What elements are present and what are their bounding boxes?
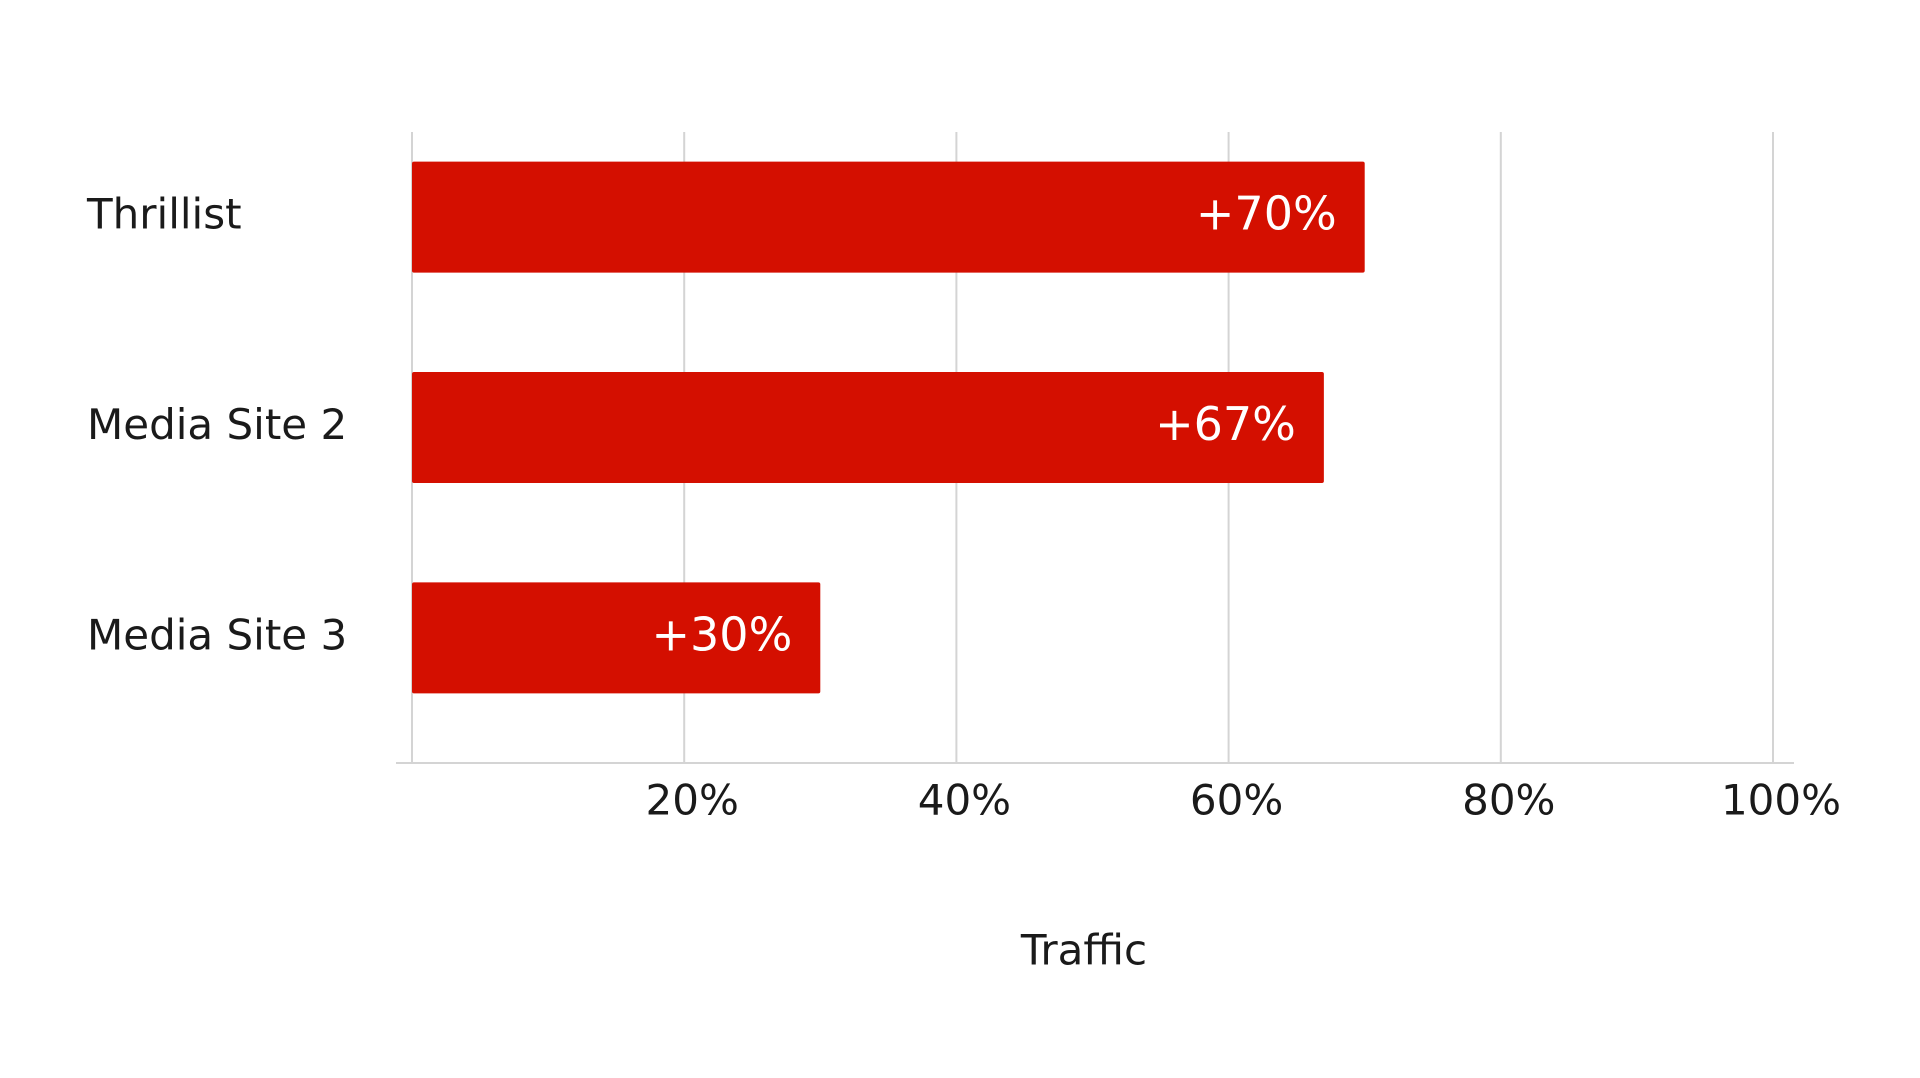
- bar: [412, 582, 821, 694]
- bar: [412, 161, 1365, 273]
- category-label: Media Site 2: [87, 400, 347, 449]
- category-label: Thrillist: [86, 190, 242, 239]
- x-tick-label: 60%: [1190, 776, 1283, 825]
- x-tick-label: 100%: [1721, 776, 1841, 825]
- x-tick-label: 80%: [1462, 776, 1555, 825]
- category-label: Media Site 3: [87, 610, 347, 659]
- x-tick-label: 20%: [646, 776, 739, 825]
- x-axis-title: Traffic: [1020, 926, 1147, 975]
- value-label: +30%: [652, 607, 793, 661]
- bar: [412, 372, 1324, 483]
- x-tick-label: 40%: [918, 776, 1011, 825]
- value-label: +70%: [1196, 187, 1337, 241]
- value-label: +67%: [1155, 397, 1296, 451]
